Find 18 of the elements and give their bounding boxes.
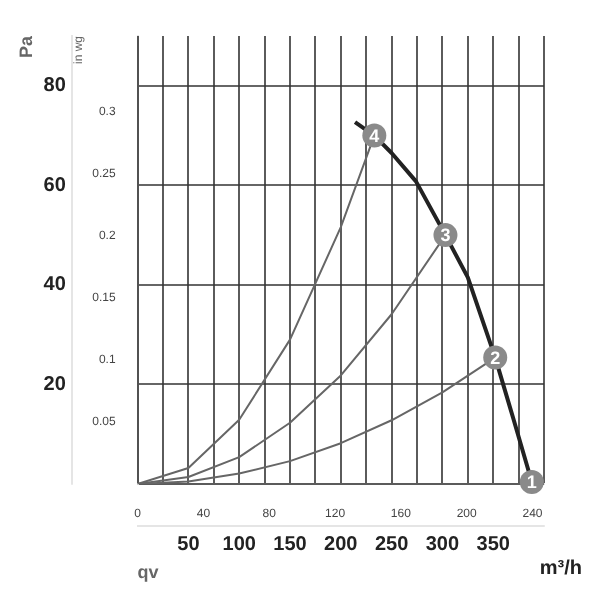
x-tick-label: 50: [177, 533, 201, 556]
y-tick-label: 20: [43, 373, 67, 396]
text: m³/h: [539, 557, 582, 580]
x-tick-label: 150: [273, 533, 308, 556]
annotation: 4: [369, 125, 380, 146]
y-axis-title: Pa: [15, 34, 36, 59]
annotation: 3: [440, 225, 451, 246]
annotation: 1: [526, 471, 537, 492]
x-tick-label: 350: [476, 533, 511, 556]
y-tick-label: 60: [43, 174, 67, 197]
x-tick-label: 100: [222, 533, 257, 556]
x-tick-label: 300: [425, 533, 460, 556]
x-tick-label: 250: [374, 533, 410, 556]
y-tick-label: 40: [43, 274, 67, 297]
y-tick-label: 80: [43, 75, 67, 98]
x-tick-label: 200: [324, 533, 359, 556]
annotation: 2: [490, 347, 501, 368]
x-axis-title: qv: [137, 562, 159, 583]
